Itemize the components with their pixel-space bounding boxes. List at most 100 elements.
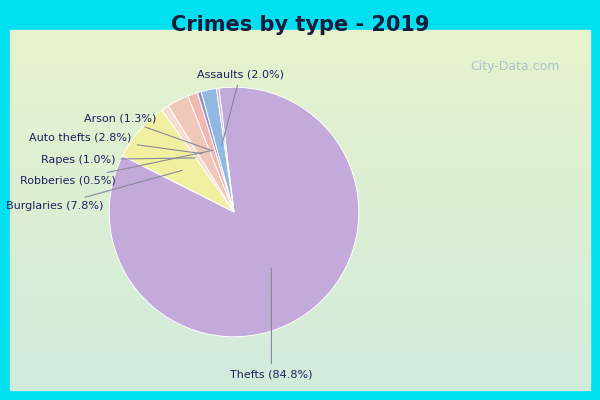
Bar bbox=[10, 118, 590, 120]
Bar bbox=[10, 277, 590, 278]
Bar bbox=[10, 275, 590, 277]
Wedge shape bbox=[197, 92, 234, 212]
Bar bbox=[10, 388, 590, 390]
Wedge shape bbox=[109, 87, 359, 337]
Wedge shape bbox=[201, 88, 234, 212]
Bar bbox=[10, 82, 590, 84]
Bar bbox=[10, 323, 590, 325]
Bar bbox=[10, 70, 590, 71]
Bar bbox=[10, 246, 590, 248]
Bar bbox=[10, 102, 590, 104]
Bar bbox=[10, 109, 590, 111]
Bar bbox=[10, 150, 590, 152]
Bar bbox=[10, 341, 590, 343]
Bar bbox=[10, 264, 590, 266]
Bar bbox=[10, 212, 590, 214]
Bar bbox=[10, 78, 590, 80]
Bar bbox=[10, 160, 590, 161]
Bar bbox=[10, 174, 590, 176]
Text: Thefts (84.8%): Thefts (84.8%) bbox=[230, 268, 313, 379]
Bar bbox=[10, 219, 590, 221]
Bar bbox=[10, 327, 590, 329]
Bar bbox=[10, 37, 590, 39]
Bar bbox=[10, 80, 590, 82]
Bar bbox=[10, 73, 590, 75]
Bar bbox=[10, 167, 590, 169]
Bar bbox=[10, 136, 590, 138]
Bar bbox=[10, 34, 590, 35]
Bar bbox=[10, 186, 590, 188]
Bar bbox=[10, 77, 590, 78]
Bar bbox=[10, 100, 590, 102]
Bar bbox=[10, 255, 590, 257]
Text: Rapes (1.0%): Rapes (1.0%) bbox=[41, 154, 196, 164]
Bar bbox=[10, 329, 590, 330]
Bar bbox=[10, 347, 590, 348]
Bar bbox=[10, 181, 590, 183]
Bar bbox=[10, 30, 590, 32]
Bar bbox=[10, 120, 590, 122]
Bar bbox=[10, 156, 590, 158]
Bar bbox=[10, 172, 590, 174]
Bar bbox=[10, 307, 590, 309]
Bar bbox=[10, 296, 590, 298]
Bar bbox=[10, 161, 590, 163]
Bar bbox=[10, 134, 590, 136]
Bar bbox=[10, 221, 590, 222]
Bar bbox=[10, 57, 590, 59]
Bar bbox=[10, 358, 590, 359]
Bar bbox=[10, 129, 590, 131]
Bar bbox=[10, 228, 590, 230]
Bar bbox=[10, 278, 590, 280]
Bar bbox=[10, 149, 590, 150]
Bar bbox=[10, 170, 590, 172]
Bar bbox=[10, 115, 590, 116]
Bar bbox=[10, 122, 590, 124]
Wedge shape bbox=[169, 96, 234, 212]
Bar bbox=[10, 250, 590, 252]
Bar bbox=[10, 68, 590, 70]
Bar bbox=[10, 143, 590, 145]
Bar bbox=[10, 280, 590, 282]
Bar bbox=[10, 43, 590, 44]
Text: Auto thefts (2.8%): Auto thefts (2.8%) bbox=[29, 132, 202, 154]
Bar bbox=[10, 113, 590, 115]
Bar bbox=[10, 190, 590, 192]
Bar bbox=[10, 268, 590, 270]
Bar bbox=[10, 230, 590, 232]
Bar bbox=[10, 165, 590, 167]
Bar bbox=[10, 44, 590, 46]
Bar bbox=[10, 59, 590, 60]
Bar bbox=[10, 378, 590, 379]
Bar bbox=[10, 50, 590, 52]
Bar bbox=[10, 262, 590, 264]
Wedge shape bbox=[188, 93, 234, 212]
Bar bbox=[10, 48, 590, 50]
Bar bbox=[10, 217, 590, 219]
Bar bbox=[10, 224, 590, 226]
Bar bbox=[10, 336, 590, 338]
Bar bbox=[10, 183, 590, 185]
Bar bbox=[10, 320, 590, 322]
Bar bbox=[10, 138, 590, 140]
Bar bbox=[10, 359, 590, 361]
Bar bbox=[10, 365, 590, 366]
Bar bbox=[10, 252, 590, 253]
Bar bbox=[10, 273, 590, 275]
Bar bbox=[10, 60, 590, 62]
Bar bbox=[10, 352, 590, 354]
Bar bbox=[10, 179, 590, 181]
Text: Assaults (2.0%): Assaults (2.0%) bbox=[197, 70, 284, 146]
Bar bbox=[10, 41, 590, 43]
Bar bbox=[10, 66, 590, 68]
Bar bbox=[10, 152, 590, 154]
Text: Crimes by type - 2019: Crimes by type - 2019 bbox=[171, 15, 429, 35]
Bar bbox=[10, 239, 590, 240]
Bar bbox=[10, 374, 590, 376]
Bar bbox=[10, 345, 590, 347]
Bar bbox=[10, 302, 590, 304]
Bar bbox=[10, 145, 590, 147]
Bar bbox=[10, 313, 590, 314]
Bar bbox=[10, 284, 590, 286]
Bar bbox=[10, 379, 590, 381]
